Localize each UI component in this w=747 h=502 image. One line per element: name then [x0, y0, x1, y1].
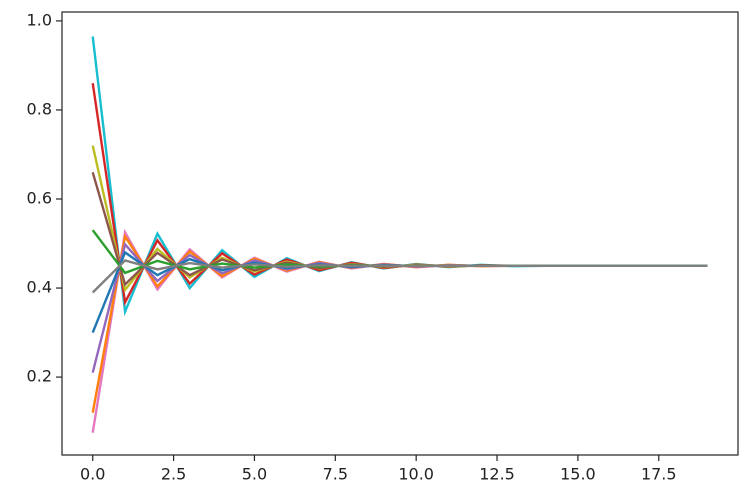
- y-tick-label: 1.0: [27, 10, 52, 29]
- x-tick-label: 12.5: [479, 465, 515, 484]
- y-tick-label: 0.4: [27, 278, 52, 297]
- x-tick-label: 7.5: [323, 465, 348, 484]
- x-tick-label: 10.0: [398, 465, 434, 484]
- y-tick-label: 0.6: [27, 188, 52, 207]
- x-tick-label: 17.5: [641, 465, 677, 484]
- x-tick-label: 15.0: [560, 465, 596, 484]
- x-tick-label: 0.0: [80, 465, 105, 484]
- y-tick-label: 0.2: [27, 367, 52, 386]
- series-line: [91, 83, 708, 307]
- series-line: [91, 259, 708, 294]
- x-tick-label: 2.5: [161, 465, 186, 484]
- x-tick-label: 5.0: [242, 465, 267, 484]
- plot-frame: [61, 11, 739, 456]
- y-tick-label: 0.8: [27, 99, 52, 118]
